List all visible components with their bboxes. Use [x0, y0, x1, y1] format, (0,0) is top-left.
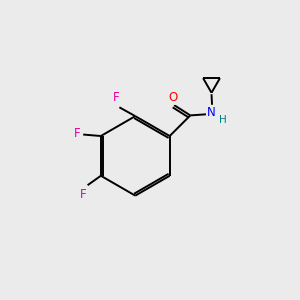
- Text: H: H: [219, 115, 226, 125]
- Text: F: F: [80, 188, 87, 201]
- Text: F: F: [112, 91, 119, 104]
- Text: O: O: [169, 91, 178, 103]
- Text: F: F: [74, 127, 80, 140]
- Text: N: N: [207, 106, 216, 119]
